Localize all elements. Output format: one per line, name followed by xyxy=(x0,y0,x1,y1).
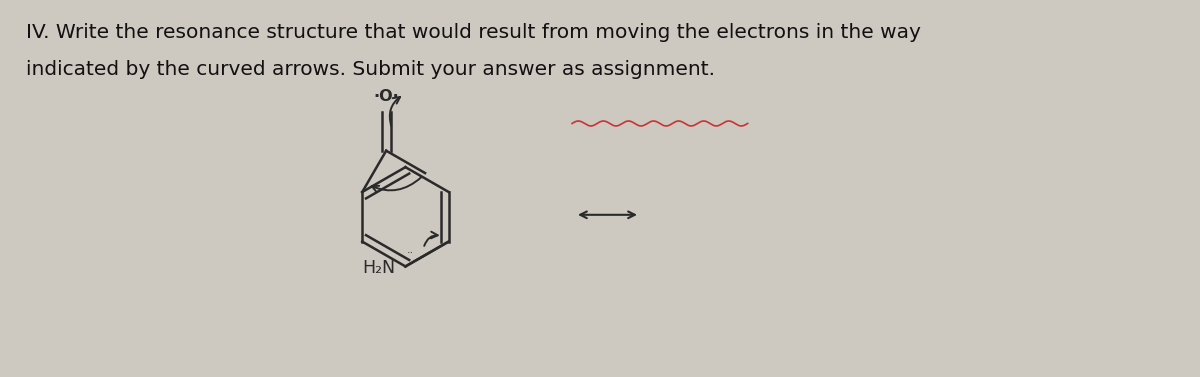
Text: ··: ·· xyxy=(407,248,414,259)
Text: IV. Write the resonance structure that would result from moving the electrons in: IV. Write the resonance structure that w… xyxy=(26,23,922,42)
Text: H₂N: H₂N xyxy=(362,259,396,277)
Text: indicated by the curved arrows. Submit your answer as assignment.: indicated by the curved arrows. Submit y… xyxy=(26,60,715,79)
Text: ·O·: ·O· xyxy=(373,89,400,104)
